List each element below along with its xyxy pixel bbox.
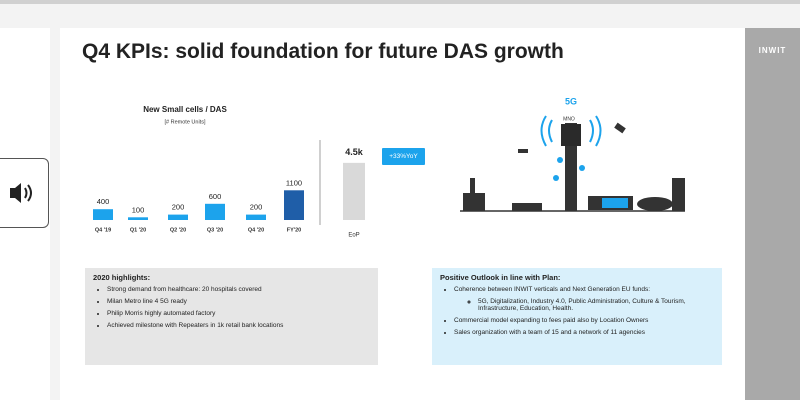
value-label: 200 [250, 203, 263, 212]
bar [205, 203, 225, 220]
brand: INWIT [758, 46, 787, 55]
value-label: 600 [209, 192, 222, 201]
x-tick-label: FY'20 [287, 227, 301, 233]
highlight-item: Philip Morris highly automated factory [107, 310, 370, 317]
value-label: 200 [172, 203, 185, 212]
outlook-text: Sales organization with a team of 15 and… [454, 329, 646, 336]
eop-bar [343, 162, 365, 220]
speaker-icon [10, 183, 32, 203]
outlook-item: Sales organization with a team of 15 and… [454, 329, 714, 336]
outlook-item: Coherence between INWIT verticals and Ne… [454, 286, 714, 312]
value-label: 100 [132, 205, 145, 214]
highlights-list: Strong demand from healthcare: 20 hospit… [93, 286, 370, 329]
value-label: 400 [97, 197, 110, 206]
bar [128, 217, 148, 220]
chart-subtitle: [# Remote Units] [165, 119, 206, 125]
outlook-item: Commercial model expanding to fees paid … [454, 317, 714, 324]
audio-button[interactable] [0, 158, 49, 228]
value-label: 1100 [286, 178, 302, 187]
x-tick-label: Q4 '20 [248, 227, 264, 233]
eop-value-label: 4.5k [345, 147, 364, 157]
highlights-title: 2020 highlights: [93, 273, 151, 282]
eop-label: EoP [348, 233, 359, 239]
slide-title: Q4 KPIs: solid foundation for future DAS… [82, 40, 564, 63]
outlook-box: Positive Outlook in line with Plan: Cohe… [432, 268, 722, 365]
chart-title: New Small cells / DAS [143, 105, 227, 114]
highlight-item: Achieved milestone with Repeaters in 1k … [107, 322, 370, 329]
outlook-sublist: 5G, Digitalization, Industry 4.0, Public… [454, 298, 714, 312]
outlook-text: Coherence between INWIT verticals and Ne… [454, 286, 651, 293]
illustration: 5G MNO [460, 96, 685, 212]
top-bar [0, 0, 800, 4]
outlook-title: Positive Outlook in line with Plan: [440, 273, 561, 282]
sidebar: INWIT [745, 28, 800, 400]
bar [284, 190, 304, 220]
outlook-subitem: 5G, Digitalization, Industry 4.0, Public… [478, 298, 714, 312]
outlook-text: Commercial model expanding to fees paid … [454, 317, 649, 324]
bar [168, 214, 188, 220]
highlight-item: Milan Metro line 4 5G ready [107, 298, 370, 305]
bar [246, 214, 266, 220]
slide: Q4 KPIs: solid foundation for future DAS… [60, 28, 800, 400]
x-tick-label: Q4 '19 [95, 227, 111, 233]
bar [93, 209, 113, 220]
x-tick-label: Q1 '20 [130, 227, 146, 233]
outlook-list: Coherence between INWIT verticals and Ne… [440, 286, 714, 336]
chart-area: 5G MNO New Small cells / DAS [# Remote Un… [93, 96, 685, 239]
operator-label: MNO [563, 116, 575, 122]
highlights-box: 2020 highlights: Strong demand from heal… [85, 268, 378, 365]
x-tick-label: Q2 '20 [170, 227, 186, 233]
badge [382, 148, 425, 165]
highlight-item: Strong demand from healthcare: 20 hospit… [107, 286, 370, 293]
x-tick-label: Q3 '20 [207, 227, 223, 233]
network-label: 5G [565, 96, 577, 106]
badge-text: +33%YoY [389, 153, 418, 160]
